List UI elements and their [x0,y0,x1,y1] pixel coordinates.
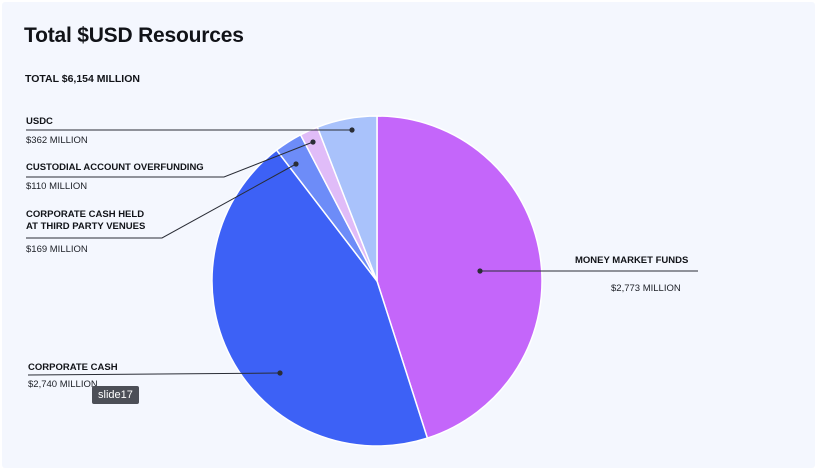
label-custodial-overfunding: CUSTODIAL ACCOUNT OVERFUNDING [26,162,204,173]
label-money-market-funds: MONEY MARKET FUNDS [575,255,689,266]
leader-dot-corporate-cash [277,370,283,376]
pie-slice-usdc [316,115,378,282]
value-third-party-venues: $169 MILLION [26,244,88,255]
leader-line-corporate-cash [27,372,281,376]
pie-slice-corporate-cash [211,149,429,447]
label-corporate-cash: CORPORATE CASH [28,362,118,373]
leader-dot-money-market-funds [477,268,483,274]
pie-slice-money-market-funds [376,115,543,439]
value-custodial-overfunding: $110 MILLION [26,181,88,192]
leader-dot-custodial-account-overfunding [310,139,316,145]
label-usdc: USDC [26,116,53,127]
leader-line-custodial-account-overfunding [26,141,314,178]
slide-tooltip: slide17 [92,386,139,404]
chart-total: TOTAL $6,154 MILLION [25,73,140,85]
pie-slices [211,115,543,447]
leader-dot-usdc [349,127,355,133]
chart-title: Total $USD Resources [24,24,244,47]
value-corporate-cash: $2,740 MILLION [28,379,98,390]
label-third-party-venues-line1: CORPORATE CASH HELD [26,209,145,220]
leader-line-corporate-cash-held-at-third-party-venues [26,163,297,239]
label-third-party-venues-line2: AT THIRD PARTY VENUES [26,221,146,232]
value-money-market-funds: $2,773 MILLION [611,283,681,294]
leader-dot-corporate-cash-held-at-third-party-venues [293,161,299,167]
leader-lines [26,127,698,376]
value-usdc: $362 MILLION [26,135,88,146]
